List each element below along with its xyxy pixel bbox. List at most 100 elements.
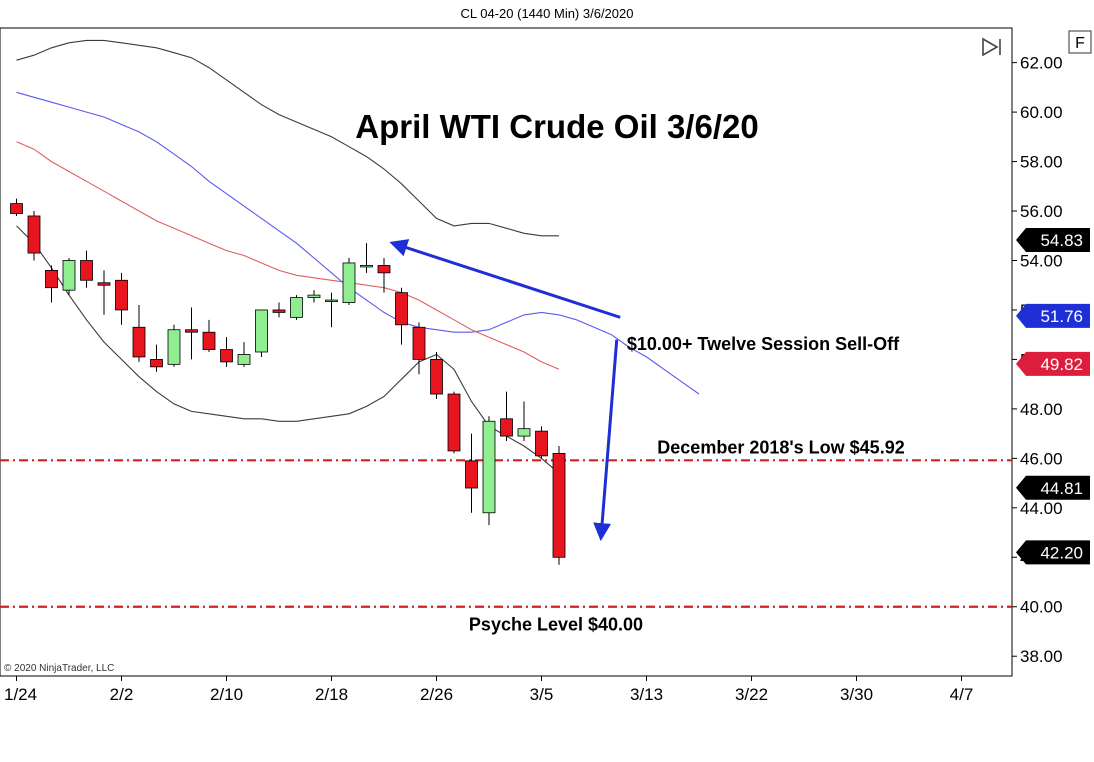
y-tick-label: 38.00 [1020, 647, 1063, 666]
candle-body [535, 430, 548, 457]
candle [307, 290, 321, 303]
candle-body [290, 297, 303, 318]
price-tag: 49.82 [1016, 351, 1090, 376]
candle-body [132, 326, 146, 358]
price-tag-label: 51.76 [1040, 307, 1083, 326]
candle [517, 401, 531, 442]
candle [272, 302, 286, 318]
candle [500, 391, 513, 442]
candle-body [465, 460, 478, 489]
candle [552, 445, 566, 565]
y-tick-label: 54.00 [1020, 251, 1063, 270]
candle [535, 426, 548, 459]
price-tag: 42.20 [1016, 540, 1090, 565]
candle [482, 416, 496, 526]
price-tag-shape [1016, 540, 1090, 565]
x-tick-label: 3/30 [840, 685, 873, 704]
level-label: Psyche Level $40.00 [469, 615, 643, 635]
candle [465, 433, 478, 513]
plot-border [0, 27, 1013, 677]
candle-body [447, 393, 461, 452]
x-tick-label: 4/7 [950, 685, 974, 704]
lower-band-line [16, 225, 560, 474]
candle [412, 322, 426, 375]
x-tick-label: 2/2 [110, 685, 134, 704]
upper-band-line [16, 39, 559, 237]
candle-body [482, 420, 496, 514]
candle-body [10, 203, 23, 214]
x-tick-label: 1/24 [4, 685, 37, 704]
blue-moving-average-line [16, 91, 700, 395]
skip-to-end-icon [982, 37, 1001, 57]
price-tag-label: 42.20 [1040, 543, 1083, 562]
y-tick-label: 46.00 [1020, 449, 1063, 468]
x-tick-label: 2/26 [420, 685, 453, 704]
candle [255, 309, 268, 357]
candle-body [517, 428, 531, 437]
chart-header-title: CL 04-20 (1440 Min) 3/6/2020 [461, 6, 634, 21]
price-levels: December 2018's Low $45.92 Psyche Level $… [0, 437, 1012, 635]
price-tag-label: 44.81 [1040, 479, 1083, 498]
y-tick-label: 48.00 [1020, 400, 1063, 419]
price-tag-shape [1016, 351, 1090, 376]
candle [132, 305, 146, 362]
annotation-labels: $10.00+ Twelve Session Sell-Off [627, 334, 900, 354]
candle-body [500, 418, 513, 437]
candle [97, 270, 111, 315]
candle [45, 265, 58, 303]
candle-body [115, 279, 128, 311]
candle-body [220, 349, 233, 363]
candle [360, 243, 373, 273]
candle [220, 337, 233, 367]
indicator-lines [16, 39, 700, 474]
x-tick-label: 3/22 [735, 685, 768, 704]
x-tick-label: 2/18 [315, 685, 348, 704]
candle-body [45, 269, 58, 289]
candle [10, 198, 23, 216]
candle-body [167, 329, 181, 365]
candle [430, 352, 443, 399]
price-tag: 44.81 [1016, 475, 1090, 500]
candle-body [80, 260, 93, 281]
f-button[interactable]: F [1068, 30, 1092, 54]
candle-body [360, 265, 373, 268]
candle-body [97, 282, 111, 286]
candle-body [185, 329, 198, 333]
price-tag-label: 54.83 [1040, 231, 1083, 250]
f-button-label: F [1075, 35, 1085, 52]
candle [167, 324, 181, 367]
candle [237, 342, 251, 367]
y-tick-label: 62.00 [1020, 54, 1063, 73]
candle-body [325, 299, 338, 302]
price-tag-label: 49.82 [1040, 355, 1083, 374]
price-tag-shape [1016, 475, 1090, 500]
x-tick-label: 3/5 [530, 685, 554, 704]
price-tag: 51.76 [1016, 303, 1090, 328]
candle-body [412, 326, 426, 360]
candle-body [150, 359, 163, 368]
candle-body [307, 294, 321, 298]
candle [395, 287, 408, 345]
candle-body [342, 262, 356, 303]
scroll-end-button[interactable] [978, 36, 1006, 58]
y-tick-label: 40.00 [1020, 598, 1063, 617]
candle-body [202, 331, 216, 350]
y-tick-label: 60.00 [1020, 103, 1063, 122]
price-tag: 54.83 [1016, 227, 1090, 252]
candle-body [552, 453, 566, 558]
candle [150, 344, 163, 372]
price-tag-shape [1016, 303, 1090, 328]
candle-body [395, 292, 408, 326]
candlesticks [10, 198, 566, 565]
red-moving-average-line [16, 141, 560, 370]
chart-title: April WTI Crude Oil 3/6/20 [355, 108, 758, 145]
copyright-text: © 2020 NinjaTrader, LLC [4, 663, 114, 674]
candle [290, 295, 303, 320]
candle-body [430, 359, 443, 395]
price-tag-shape [1016, 227, 1090, 252]
annotation-label: $10.00+ Twelve Session Sell-Off [627, 334, 900, 354]
candle-body [62, 260, 76, 291]
arrow-to-low [593, 339, 619, 542]
candle-body [272, 309, 286, 313]
